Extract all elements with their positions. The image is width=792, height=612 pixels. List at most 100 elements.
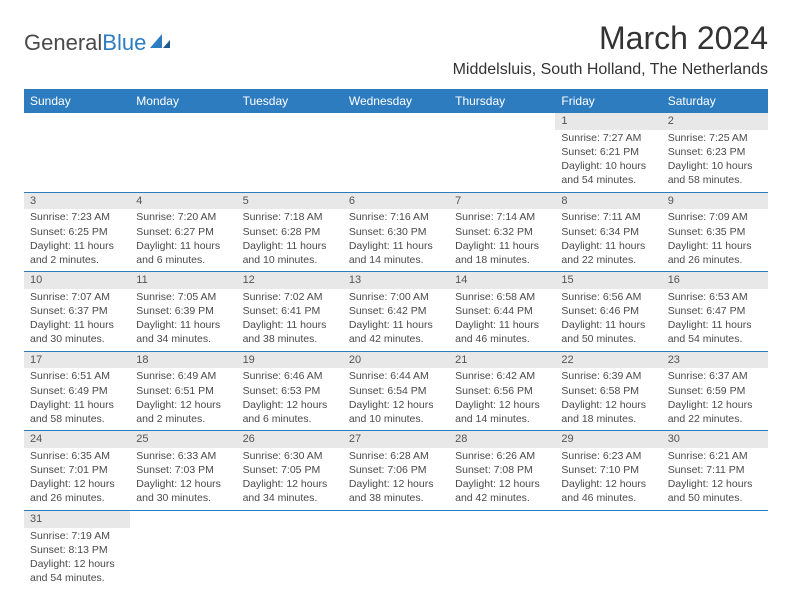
day-number: 16: [662, 272, 768, 289]
day-cell: 10Sunrise: 7:07 AMSunset: 6:37 PMDayligh…: [24, 272, 130, 351]
day-cell: [555, 511, 661, 590]
day-cell: 30Sunrise: 6:21 AMSunset: 7:11 PMDayligh…: [662, 431, 768, 510]
sunrise-text: Sunrise: 7:19 AM: [30, 529, 124, 543]
sunset-text: Sunset: 6:53 PM: [243, 384, 337, 398]
daylight-text: Daylight: 12 hours and 10 minutes.: [349, 398, 443, 426]
sunrise-text: Sunrise: 6:33 AM: [136, 449, 230, 463]
day-content: Sunrise: 6:23 AMSunset: 7:10 PMDaylight:…: [555, 448, 661, 510]
daylight-text: Daylight: 11 hours and 6 minutes.: [136, 239, 230, 267]
sunset-text: Sunset: 7:10 PM: [561, 463, 655, 477]
sunset-text: Sunset: 6:54 PM: [349, 384, 443, 398]
daylight-text: Daylight: 11 hours and 38 minutes.: [243, 318, 337, 346]
day-cell: 25Sunrise: 6:33 AMSunset: 7:03 PMDayligh…: [130, 431, 236, 510]
day-content: Sunrise: 6:44 AMSunset: 6:54 PMDaylight:…: [343, 368, 449, 430]
calendar: Sunday Monday Tuesday Wednesday Thursday…: [24, 89, 768, 589]
sunset-text: Sunset: 6:46 PM: [561, 304, 655, 318]
sunset-text: Sunset: 7:03 PM: [136, 463, 230, 477]
day-number: 24: [24, 431, 130, 448]
day-number: 12: [237, 272, 343, 289]
title-block: March 2024 Middelsluis, South Holland, T…: [453, 20, 768, 79]
sunrise-text: Sunrise: 6:26 AM: [455, 449, 549, 463]
sunrise-text: Sunrise: 6:23 AM: [561, 449, 655, 463]
day-cell: [449, 113, 555, 192]
day-number: 28: [449, 431, 555, 448]
week-row: 3Sunrise: 7:23 AMSunset: 6:25 PMDaylight…: [24, 193, 768, 273]
day-cell: 27Sunrise: 6:28 AMSunset: 7:06 PMDayligh…: [343, 431, 449, 510]
day-cell: 4Sunrise: 7:20 AMSunset: 6:27 PMDaylight…: [130, 193, 236, 272]
day-number: 2: [662, 113, 768, 130]
sunset-text: Sunset: 6:21 PM: [561, 145, 655, 159]
weekday-header: Wednesday: [343, 89, 449, 113]
day-content: Sunrise: 7:25 AMSunset: 6:23 PMDaylight:…: [662, 130, 768, 192]
daylight-text: Daylight: 11 hours and 42 minutes.: [349, 318, 443, 346]
day-number: 13: [343, 272, 449, 289]
sunset-text: Sunset: 7:05 PM: [243, 463, 337, 477]
daylight-text: Daylight: 12 hours and 18 minutes.: [561, 398, 655, 426]
day-cell: 16Sunrise: 6:53 AMSunset: 6:47 PMDayligh…: [662, 272, 768, 351]
day-number: 22: [555, 352, 661, 369]
day-cell: 14Sunrise: 6:58 AMSunset: 6:44 PMDayligh…: [449, 272, 555, 351]
logo: GeneralBlue: [24, 20, 172, 56]
sunrise-text: Sunrise: 7:11 AM: [561, 210, 655, 224]
day-content: Sunrise: 6:42 AMSunset: 6:56 PMDaylight:…: [449, 368, 555, 430]
sunset-text: Sunset: 8:13 PM: [30, 543, 124, 557]
day-cell: 3Sunrise: 7:23 AMSunset: 6:25 PMDaylight…: [24, 193, 130, 272]
day-number: 6: [343, 193, 449, 210]
day-cell: 6Sunrise: 7:16 AMSunset: 6:30 PMDaylight…: [343, 193, 449, 272]
day-cell: 24Sunrise: 6:35 AMSunset: 7:01 PMDayligh…: [24, 431, 130, 510]
day-number: 15: [555, 272, 661, 289]
sunrise-text: Sunrise: 7:25 AM: [668, 131, 762, 145]
day-number: 26: [237, 431, 343, 448]
day-cell: 28Sunrise: 6:26 AMSunset: 7:08 PMDayligh…: [449, 431, 555, 510]
day-content: Sunrise: 6:46 AMSunset: 6:53 PMDaylight:…: [237, 368, 343, 430]
sunset-text: Sunset: 6:25 PM: [30, 225, 124, 239]
daylight-text: Daylight: 10 hours and 54 minutes.: [561, 159, 655, 187]
day-number: 1: [555, 113, 661, 130]
day-cell: 17Sunrise: 6:51 AMSunset: 6:49 PMDayligh…: [24, 352, 130, 431]
day-cell: 29Sunrise: 6:23 AMSunset: 7:10 PMDayligh…: [555, 431, 661, 510]
day-content: Sunrise: 6:56 AMSunset: 6:46 PMDaylight:…: [555, 289, 661, 351]
sunset-text: Sunset: 6:35 PM: [668, 225, 762, 239]
sunrise-text: Sunrise: 7:14 AM: [455, 210, 549, 224]
sunset-text: Sunset: 6:44 PM: [455, 304, 549, 318]
sunset-text: Sunset: 6:47 PM: [668, 304, 762, 318]
weekday-header: Sunday: [24, 89, 130, 113]
day-number: 4: [130, 193, 236, 210]
day-content: Sunrise: 6:39 AMSunset: 6:58 PMDaylight:…: [555, 368, 661, 430]
sunrise-text: Sunrise: 7:27 AM: [561, 131, 655, 145]
day-cell: 23Sunrise: 6:37 AMSunset: 6:59 PMDayligh…: [662, 352, 768, 431]
day-content: Sunrise: 6:58 AMSunset: 6:44 PMDaylight:…: [449, 289, 555, 351]
day-number: 11: [130, 272, 236, 289]
weekday-header-row: Sunday Monday Tuesday Wednesday Thursday…: [24, 89, 768, 113]
daylight-text: Daylight: 12 hours and 42 minutes.: [455, 477, 549, 505]
sunset-text: Sunset: 6:28 PM: [243, 225, 337, 239]
day-cell: [130, 511, 236, 590]
day-content: Sunrise: 7:11 AMSunset: 6:34 PMDaylight:…: [555, 209, 661, 271]
sunset-text: Sunset: 7:01 PM: [30, 463, 124, 477]
sunrise-text: Sunrise: 6:49 AM: [136, 369, 230, 383]
sunset-text: Sunset: 6:23 PM: [668, 145, 762, 159]
daylight-text: Daylight: 11 hours and 30 minutes.: [30, 318, 124, 346]
week-row: 10Sunrise: 7:07 AMSunset: 6:37 PMDayligh…: [24, 272, 768, 352]
day-number: 5: [237, 193, 343, 210]
daylight-text: Daylight: 12 hours and 30 minutes.: [136, 477, 230, 505]
sunrise-text: Sunrise: 7:02 AM: [243, 290, 337, 304]
day-number: 20: [343, 352, 449, 369]
day-cell: 13Sunrise: 7:00 AMSunset: 6:42 PMDayligh…: [343, 272, 449, 351]
weekday-header: Thursday: [449, 89, 555, 113]
sunrise-text: Sunrise: 7:23 AM: [30, 210, 124, 224]
day-number: 3: [24, 193, 130, 210]
sunset-text: Sunset: 6:56 PM: [455, 384, 549, 398]
day-cell: 7Sunrise: 7:14 AMSunset: 6:32 PMDaylight…: [449, 193, 555, 272]
day-content: Sunrise: 7:02 AMSunset: 6:41 PMDaylight:…: [237, 289, 343, 351]
daylight-text: Daylight: 12 hours and 38 minutes.: [349, 477, 443, 505]
sunrise-text: Sunrise: 6:51 AM: [30, 369, 124, 383]
day-content: Sunrise: 7:23 AMSunset: 6:25 PMDaylight:…: [24, 209, 130, 271]
sunrise-text: Sunrise: 6:53 AM: [668, 290, 762, 304]
day-number: 7: [449, 193, 555, 210]
daylight-text: Daylight: 12 hours and 46 minutes.: [561, 477, 655, 505]
sunrise-text: Sunrise: 7:09 AM: [668, 210, 762, 224]
sunset-text: Sunset: 6:59 PM: [668, 384, 762, 398]
sunrise-text: Sunrise: 6:44 AM: [349, 369, 443, 383]
day-number: 23: [662, 352, 768, 369]
